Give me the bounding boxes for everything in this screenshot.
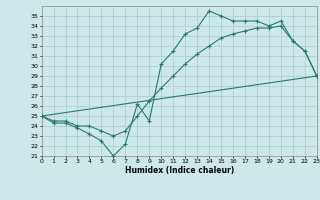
X-axis label: Humidex (Indice chaleur): Humidex (Indice chaleur) [124,166,234,175]
